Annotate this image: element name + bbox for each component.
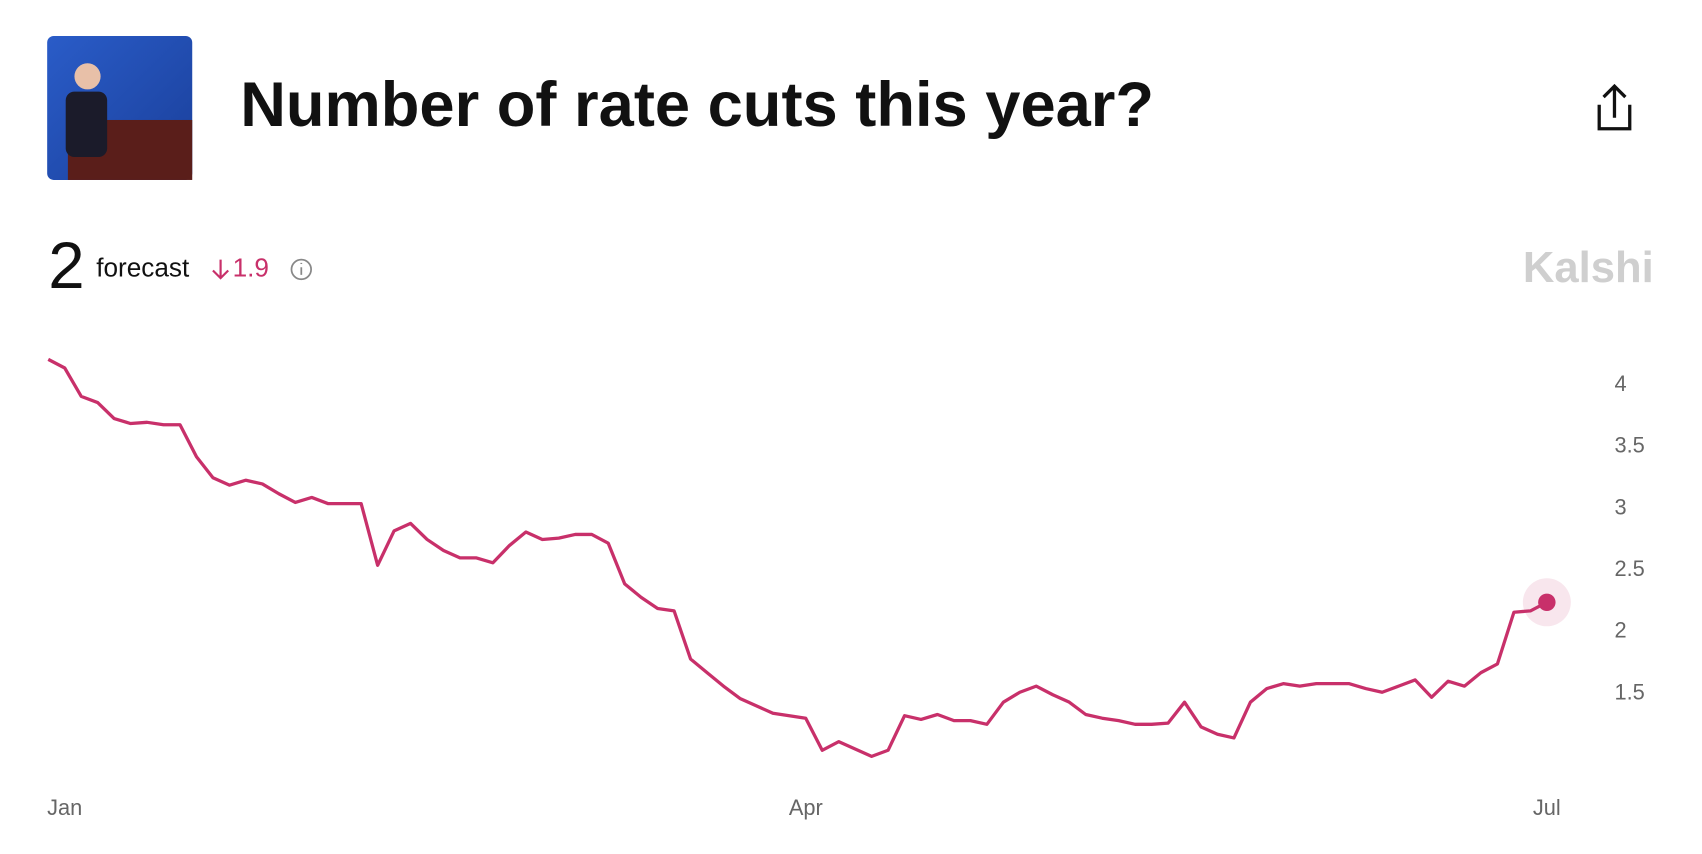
end-dot <box>1538 593 1556 612</box>
forecast-line <box>47 357 1548 759</box>
y-tick-label: 2 <box>1614 618 1626 643</box>
brand: Kalshi <box>1523 244 1654 292</box>
market-title: Number of rate cuts this year? <box>240 70 1154 140</box>
forecast-label: forecast <box>96 252 190 282</box>
x-tick-label: Apr <box>789 795 823 820</box>
y-tick-label: 2.5 <box>1614 556 1644 581</box>
y-tick-label: 3.5 <box>1614 433 1644 458</box>
forecast-value: 2 <box>48 229 84 302</box>
chart: 1.5 2 2.5 3 3.5 4 Jan Apr Jul <box>47 357 1645 820</box>
thumbnail <box>47 35 193 180</box>
info-icon[interactable] <box>290 258 312 281</box>
y-tick-label: 1.5 <box>1614 679 1644 704</box>
forecast-change: 1.9 <box>233 252 269 282</box>
share-button[interactable] <box>1597 83 1632 131</box>
y-tick-label: 3 <box>1614 494 1626 519</box>
down-arrow <box>212 259 229 280</box>
x-tick-label: Jan <box>47 795 82 820</box>
x-tick-label: Jul <box>1533 795 1561 820</box>
y-tick-label: 4 <box>1614 371 1626 396</box>
